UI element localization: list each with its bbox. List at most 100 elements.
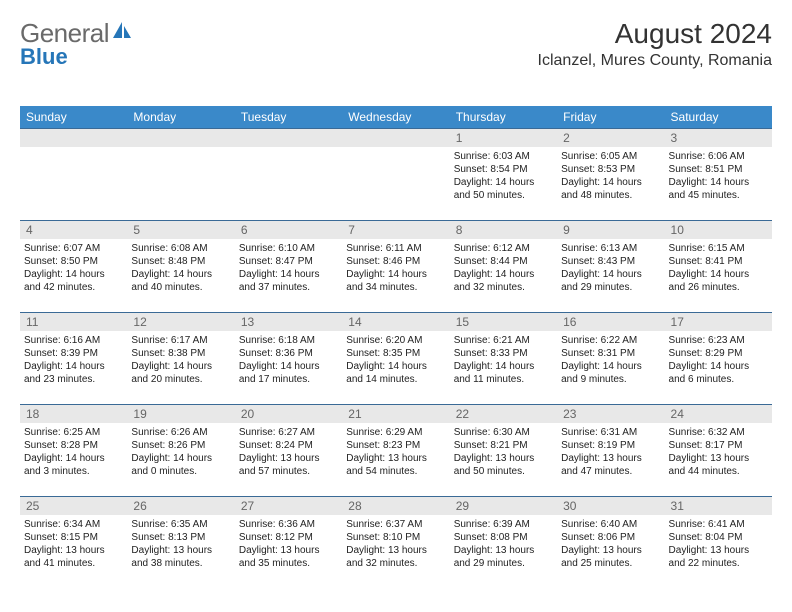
day-details: Sunrise: 6:10 AMSunset: 8:47 PMDaylight:…: [239, 242, 338, 294]
sunset-line: Sunset: 8:04 PM: [669, 531, 768, 544]
sunrise-line: Sunrise: 6:17 AM: [131, 334, 230, 347]
day-number-empty: [235, 129, 342, 147]
logo-text-blue: Blue: [20, 44, 68, 70]
daylight-line: Daylight: 13 hours and 35 minutes.: [239, 544, 338, 570]
day-number: 19: [127, 405, 234, 423]
daylight-line: Daylight: 14 hours and 11 minutes.: [454, 360, 553, 386]
sunset-line: Sunset: 8:15 PM: [24, 531, 123, 544]
day-details: Sunrise: 6:40 AMSunset: 8:06 PMDaylight:…: [561, 518, 660, 570]
daylight-line: Daylight: 13 hours and 29 minutes.: [454, 544, 553, 570]
calendar-day-cell: 18Sunrise: 6:25 AMSunset: 8:28 PMDayligh…: [20, 405, 127, 497]
day-header: Saturday: [665, 106, 772, 129]
calendar-day-cell: 29Sunrise: 6:39 AMSunset: 8:08 PMDayligh…: [450, 497, 557, 589]
calendar-day-cell: 19Sunrise: 6:26 AMSunset: 8:26 PMDayligh…: [127, 405, 234, 497]
day-details: Sunrise: 6:08 AMSunset: 8:48 PMDaylight:…: [131, 242, 230, 294]
daylight-line: Daylight: 14 hours and 48 minutes.: [561, 176, 660, 202]
sunset-line: Sunset: 8:47 PM: [239, 255, 338, 268]
sunset-line: Sunset: 8:50 PM: [24, 255, 123, 268]
day-details: Sunrise: 6:15 AMSunset: 8:41 PMDaylight:…: [669, 242, 768, 294]
day-number: 3: [665, 129, 772, 147]
sunset-line: Sunset: 8:13 PM: [131, 531, 230, 544]
daylight-line: Daylight: 14 hours and 9 minutes.: [561, 360, 660, 386]
day-details: Sunrise: 6:12 AMSunset: 8:44 PMDaylight:…: [454, 242, 553, 294]
sunset-line: Sunset: 8:44 PM: [454, 255, 553, 268]
calendar-day-cell: 20 Sunrise: 6:27 AMSunset: 8:24 PMDayligh…: [235, 405, 342, 497]
sunset-line: Sunset: 8:08 PM: [454, 531, 553, 544]
sunrise-line: Sunrise: 6:05 AM: [561, 150, 660, 163]
day-number: 27: [235, 497, 342, 515]
calendar-day-cell: 28Sunrise: 6:37 AMSunset: 8:10 PMDayligh…: [342, 497, 449, 589]
daylight-line: Daylight: 13 hours and 25 minutes.: [561, 544, 660, 570]
sunset-line: Sunset: 8:38 PM: [131, 347, 230, 360]
sunrise-line: Sunrise: 6:29 AM: [346, 426, 445, 439]
day-header: Tuesday: [235, 106, 342, 129]
sunrise-line: Sunrise: 6:12 AM: [454, 242, 553, 255]
day-number: 20: [235, 405, 342, 423]
daylight-line: Daylight: 14 hours and 37 minutes.: [239, 268, 338, 294]
sunset-line: Sunset: 8:06 PM: [561, 531, 660, 544]
sunset-line: Sunset: 8:33 PM: [454, 347, 553, 360]
calendar-day-cell: 17Sunrise: 6:23 AMSunset: 8:29 PMDayligh…: [665, 313, 772, 405]
day-number: 31: [665, 497, 772, 515]
calendar-day-cell: 15Sunrise: 6:21 AMSunset: 8:33 PMDayligh…: [450, 313, 557, 405]
day-details: Sunrise: 6:27 AMSunset: 8:24 PMDaylight:…: [239, 426, 338, 478]
daylight-line: Daylight: 14 hours and 26 minutes.: [669, 268, 768, 294]
calendar-day-cell: 13Sunrise: 6:18 AMSunset: 8:36 PMDayligh…: [235, 313, 342, 405]
day-details: Sunrise: 6:31 AMSunset: 8:19 PMDaylight:…: [561, 426, 660, 478]
sunset-line: Sunset: 8:36 PM: [239, 347, 338, 360]
daylight-line: Daylight: 14 hours and 3 minutes.: [24, 452, 123, 478]
day-number: 10: [665, 221, 772, 239]
day-number-empty: [342, 129, 449, 147]
day-details: Sunrise: 6:17 AMSunset: 8:38 PMDaylight:…: [131, 334, 230, 386]
title-block: August 2024 Iclanzel, Mures County, Roma…: [538, 18, 772, 70]
header: General August 2024 Iclanzel, Mures Coun…: [20, 18, 772, 70]
sunrise-line: Sunrise: 6:34 AM: [24, 518, 123, 531]
sunrise-line: Sunrise: 6:07 AM: [24, 242, 123, 255]
calendar-day-cell: 24Sunrise: 6:32 AMSunset: 8:17 PMDayligh…: [665, 405, 772, 497]
day-details: Sunrise: 6:22 AMSunset: 8:31 PMDaylight:…: [561, 334, 660, 386]
sunset-line: Sunset: 8:28 PM: [24, 439, 123, 452]
day-number: 30: [557, 497, 664, 515]
sunrise-line: Sunrise: 6:30 AM: [454, 426, 553, 439]
sunset-line: Sunset: 8:53 PM: [561, 163, 660, 176]
calendar-day-cell: 7Sunrise: 6:11 AMSunset: 8:46 PMDaylight…: [342, 221, 449, 313]
day-number: 9: [557, 221, 664, 239]
day-number: 1: [450, 129, 557, 147]
sunset-line: Sunset: 8:43 PM: [561, 255, 660, 268]
daylight-line: Daylight: 14 hours and 42 minutes.: [24, 268, 123, 294]
daylight-line: Daylight: 13 hours and 41 minutes.: [24, 544, 123, 570]
calendar-day-cell: 8Sunrise: 6:12 AMSunset: 8:44 PMDaylight…: [450, 221, 557, 313]
day-number: 11: [20, 313, 127, 331]
sunset-line: Sunset: 8:41 PM: [669, 255, 768, 268]
day-header: Thursday: [450, 106, 557, 129]
calendar-day-cell: 5Sunrise: 6:08 AMSunset: 8:48 PMDaylight…: [127, 221, 234, 313]
calendar-table: Sunday Monday Tuesday Wednesday Thursday…: [20, 106, 772, 589]
sunrise-line: Sunrise: 6:08 AM: [131, 242, 230, 255]
day-number: 7: [342, 221, 449, 239]
sunset-line: Sunset: 8:54 PM: [454, 163, 553, 176]
day-number: 21: [342, 405, 449, 423]
day-number: 16: [557, 313, 664, 331]
sunrise-line: Sunrise: 6:20 AM: [346, 334, 445, 347]
calendar-day-cell: 26Sunrise: 6:35 AMSunset: 8:13 PMDayligh…: [127, 497, 234, 589]
calendar-day-cell: 9Sunrise: 6:13 AMSunset: 8:43 PMDaylight…: [557, 221, 664, 313]
calendar-day-cell: 1Sunrise: 6:03 AMSunset: 8:54 PMDaylight…: [450, 129, 557, 221]
day-details: Sunrise: 6:34 AMSunset: 8:15 PMDaylight:…: [24, 518, 123, 570]
sunrise-line: Sunrise: 6:10 AM: [239, 242, 338, 255]
day-number: 25: [20, 497, 127, 515]
day-header: Friday: [557, 106, 664, 129]
day-details: Sunrise: 6:07 AMSunset: 8:50 PMDaylight:…: [24, 242, 123, 294]
day-details: Sunrise: 6:20 AMSunset: 8:35 PMDaylight:…: [346, 334, 445, 386]
sunset-line: Sunset: 8:51 PM: [669, 163, 768, 176]
daylight-line: Daylight: 13 hours and 22 minutes.: [669, 544, 768, 570]
sunrise-line: Sunrise: 6:26 AM: [131, 426, 230, 439]
sunset-line: Sunset: 8:23 PM: [346, 439, 445, 452]
calendar-week-row: 1Sunrise: 6:03 AMSunset: 8:54 PMDaylight…: [20, 129, 772, 221]
daylight-line: Daylight: 14 hours and 50 minutes.: [454, 176, 553, 202]
calendar-week-row: 4Sunrise: 6:07 AMSunset: 8:50 PMDaylight…: [20, 221, 772, 313]
day-details: Sunrise: 6:16 AMSunset: 8:39 PMDaylight:…: [24, 334, 123, 386]
day-details: Sunrise: 6:36 AMSunset: 8:12 PMDaylight:…: [239, 518, 338, 570]
daylight-line: Daylight: 14 hours and 45 minutes.: [669, 176, 768, 202]
sunrise-line: Sunrise: 6:32 AM: [669, 426, 768, 439]
daylight-line: Daylight: 14 hours and 34 minutes.: [346, 268, 445, 294]
